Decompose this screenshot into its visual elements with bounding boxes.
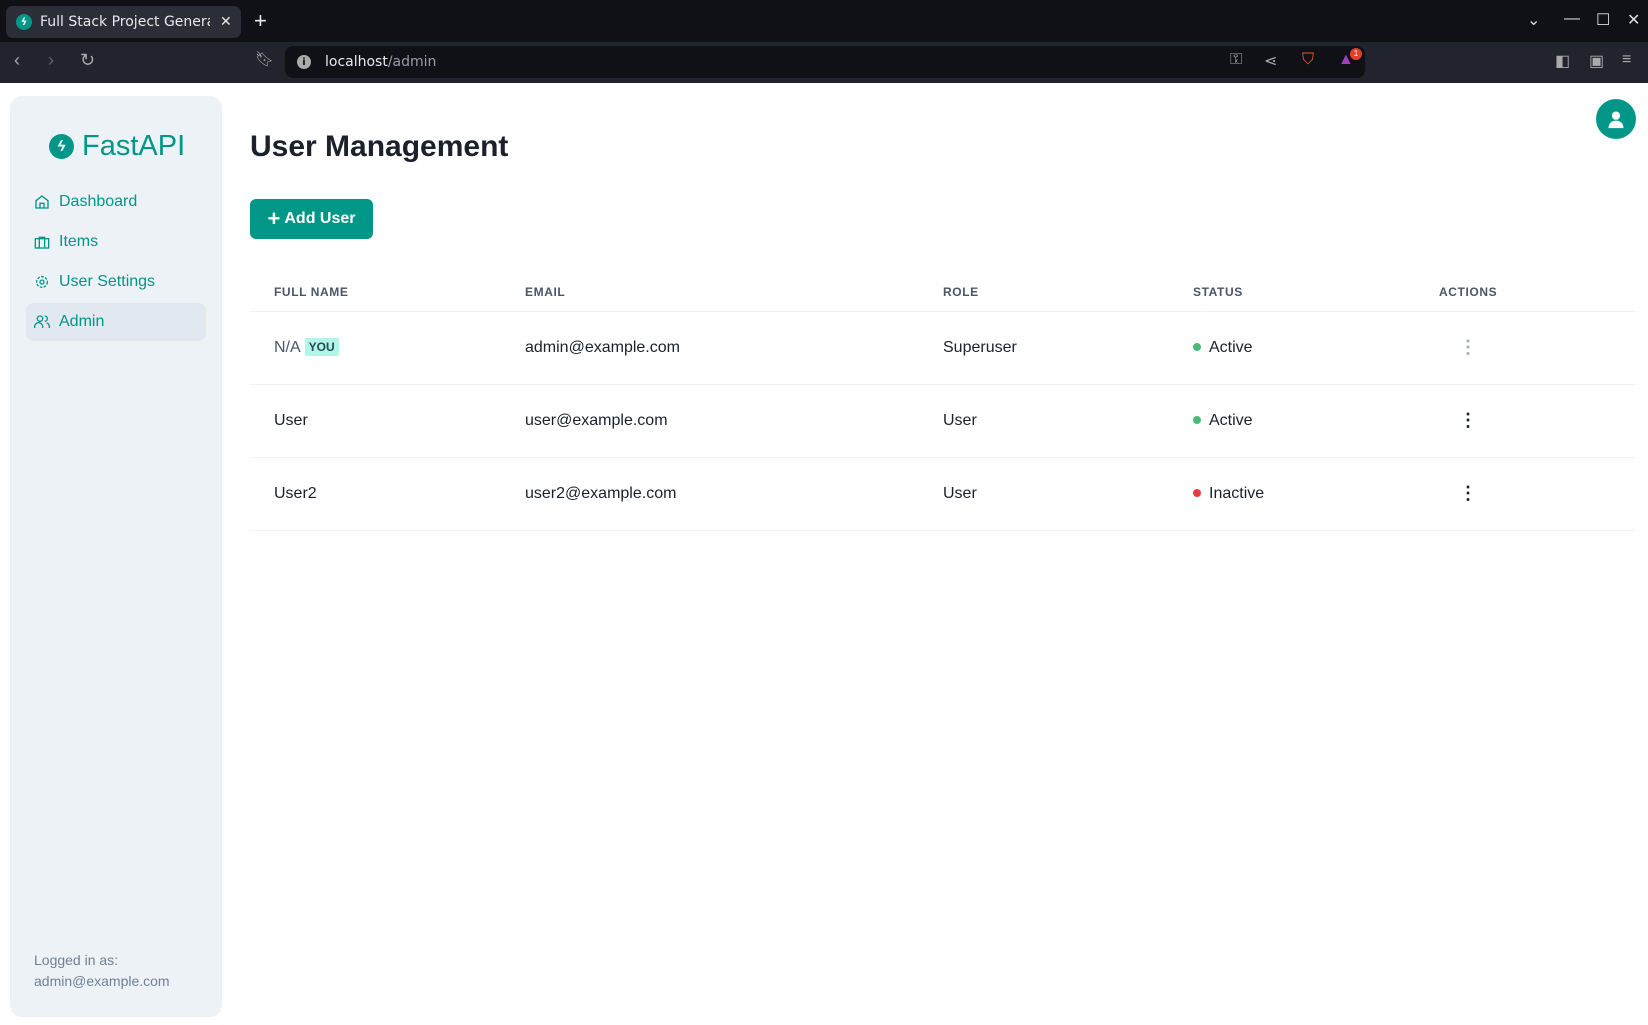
full-name: N/A — [274, 339, 301, 356]
sidebar-item-label: Admin — [59, 313, 105, 330]
brave-shield-icon[interactable]: ⛉ — [1302, 51, 1315, 68]
table-row: N/A YOU admin@example.com Superuser Activ… — [250, 311, 1635, 385]
site-info-icon[interactable]: i — [297, 55, 311, 69]
logged-in-info: Logged in as: admin@example.com — [34, 950, 170, 992]
rewards-badge: 1 — [1350, 48, 1362, 60]
logged-in-label: Logged in as: — [34, 952, 119, 968]
address-bar[interactable]: i localhost/admin — [285, 46, 1365, 78]
share-icon[interactable]: ⋖ — [1264, 53, 1278, 70]
row-actions-menu-icon[interactable]: ⋮ — [1459, 483, 1477, 503]
browser-toolbar: ‹ › ↻ 🔖︎ i localhost/admin ⚿ ⋖ ⛉ ▲ 1 ◧ ▣… — [0, 42, 1648, 83]
maximize-icon[interactable]: ☐ — [1596, 12, 1611, 29]
reload-icon[interactable]: ↻ — [80, 50, 96, 70]
menu-icon[interactable]: ≡ — [1622, 51, 1632, 68]
table-row: User user@example.com User Active ⋮ — [250, 384, 1635, 458]
status-dot — [1193, 415, 1201, 424]
brave-rewards-icon[interactable]: ▲ — [1338, 51, 1354, 68]
full-name: User2 — [274, 484, 317, 502]
gear-icon — [36, 276, 48, 288]
table-row: User2 user2@example.com User Inactive ⋮ — [250, 457, 1635, 531]
fastapi-logo[interactable]: ϟ FastAPI — [49, 130, 185, 163]
url-host: localhost — [325, 54, 388, 70]
fastapi-logo-icon: ϟ — [49, 134, 74, 159]
full-name: User — [274, 411, 308, 429]
url-path: /admin — [387, 54, 437, 70]
back-icon[interactable]: ‹ — [14, 50, 20, 70]
email: admin@example.com — [501, 311, 919, 385]
sidebar-item-label: User Settings — [59, 273, 156, 290]
briefcase-icon — [34, 236, 50, 249]
page-title: User Management — [250, 130, 509, 163]
column-email: EMAIL — [501, 274, 919, 312]
column-role: ROLE — [919, 274, 1169, 312]
row-actions-menu-icon[interactable]: ⋮ — [1459, 410, 1477, 430]
close-window-icon[interactable]: ✕ — [1627, 12, 1641, 29]
column-full-name: FULL NAME — [250, 274, 501, 312]
status: Active — [1209, 338, 1253, 356]
sidebar-item-dashboard[interactable]: Dashboard — [26, 183, 206, 221]
forward-icon[interactable]: › — [48, 50, 54, 70]
home-icon — [35, 195, 49, 209]
wallet-icon[interactable]: ▣ — [1589, 53, 1605, 70]
table-header: FULL NAME EMAIL ROLE STATUS ACTIONS — [250, 274, 1635, 312]
users-table: FULL NAME EMAIL ROLE STATUS ACTIONS N/A Y… — [250, 274, 1635, 531]
new-tab-icon[interactable]: + — [254, 8, 267, 33]
browser-tab-bar: ϟ Full Stack Project Generator ✕ + ⌄ — ☐… — [0, 0, 1648, 42]
you-badge: YOU — [304, 338, 339, 356]
add-user-label: Add User — [284, 210, 356, 227]
sidebar-item-label: Dashboard — [59, 193, 138, 210]
row-actions-menu-icon[interactable]: ⋮ — [1459, 337, 1477, 357]
role: User — [919, 384, 1169, 458]
plus-icon: + — [267, 206, 281, 231]
status: Active — [1209, 411, 1253, 429]
user-menu-avatar[interactable] — [1596, 99, 1636, 139]
tab-list-chevron-icon[interactable]: ⌄ — [1527, 12, 1541, 29]
status-dot — [1193, 342, 1201, 351]
sidebar-toggle-icon[interactable]: ◧ — [1555, 53, 1571, 70]
logo-text: FastAPI — [82, 130, 186, 162]
status: Inactive — [1209, 484, 1265, 502]
user-icon — [1608, 111, 1624, 129]
bookmark-icon[interactable]: 🔖︎ — [255, 51, 275, 68]
browser-tab[interactable]: ϟ Full Stack Project Generator ✕ — [6, 6, 241, 38]
sidebar-item-user-settings[interactable]: User Settings — [26, 263, 206, 301]
role: Superuser — [919, 311, 1169, 385]
sidebar-item-label: Items — [59, 233, 99, 250]
column-actions: ACTIONS — [1415, 274, 1635, 312]
sidebar: ϟ FastAPI Dashboard Items User Settings … — [10, 96, 222, 1017]
role: User — [919, 457, 1169, 531]
minimize-icon[interactable]: — — [1564, 10, 1580, 27]
column-status: STATUS — [1169, 274, 1415, 312]
add-user-button[interactable]: + Add User — [250, 199, 373, 239]
logged-in-email: admin@example.com — [34, 973, 170, 989]
sidebar-item-items[interactable]: Items — [26, 223, 206, 261]
close-tab-icon[interactable]: ✕ — [220, 14, 232, 30]
tab-title: Full Stack Project Generator — [40, 14, 210, 30]
fastapi-favicon-icon: ϟ — [16, 14, 32, 30]
email: user@example.com — [501, 384, 919, 458]
key-icon[interactable]: ⚿ — [1230, 51, 1243, 68]
status-dot — [1193, 488, 1201, 497]
email: user2@example.com — [501, 457, 919, 531]
sidebar-item-admin[interactable]: Admin — [26, 303, 206, 341]
users-icon — [34, 315, 50, 328]
